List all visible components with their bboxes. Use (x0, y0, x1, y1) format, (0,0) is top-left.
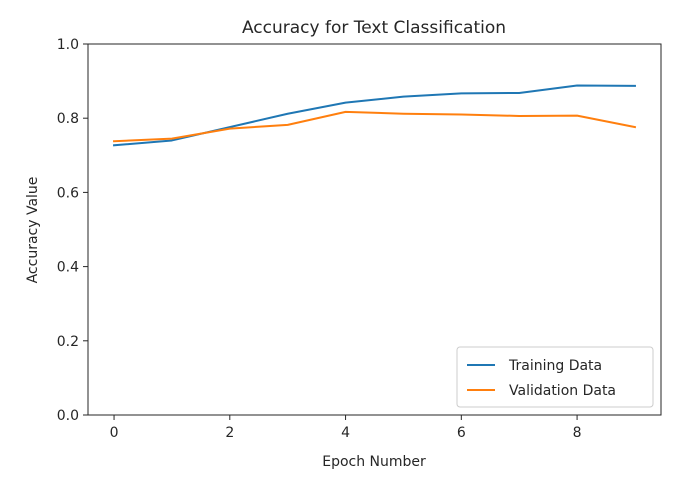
x-tick-label: 6 (457, 425, 466, 441)
x-tick-label: 0 (110, 425, 119, 441)
legend-label-1: Validation Data (509, 383, 616, 399)
y-tick-label: 0.4 (57, 260, 79, 276)
legend-box (456, 346, 654, 408)
y-axis-label: Accuracy Value (25, 177, 41, 284)
legend-label-0: Training Data (508, 358, 602, 374)
x-tick-label: 4 (341, 425, 350, 441)
y-tick-label: 1.0 (57, 37, 79, 53)
series-line-1 (113, 110, 637, 143)
plot-area: 0 2 4 6 8 0.0 0.2 0.4 0.6 0.8 1.0 Training Data Vali… (57, 37, 662, 441)
y-tick-label: 0.0 (57, 408, 79, 424)
x-tick-label: 8 (573, 425, 582, 441)
chart-title: Accuracy for Text Classification (242, 18, 506, 38)
y-tick-label: 0.8 (57, 111, 79, 127)
x-axis-label: Epoch Number (322, 454, 426, 470)
y-tick-label: 0.6 (57, 185, 79, 201)
plot-frame (87, 43, 662, 416)
x-tick-label: 2 (225, 425, 234, 441)
y-tick-label: 0.2 (57, 334, 79, 350)
